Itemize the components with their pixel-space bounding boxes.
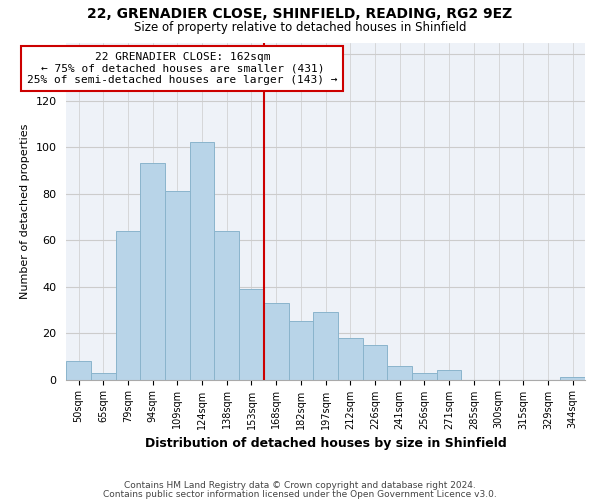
Bar xyxy=(388,366,412,380)
Bar xyxy=(116,231,140,380)
Bar xyxy=(239,289,264,380)
Y-axis label: Number of detached properties: Number of detached properties xyxy=(20,124,30,298)
Bar xyxy=(560,377,585,380)
Bar xyxy=(140,164,165,380)
Bar xyxy=(214,231,239,380)
Text: Contains HM Land Registry data © Crown copyright and database right 2024.: Contains HM Land Registry data © Crown c… xyxy=(124,481,476,490)
Bar xyxy=(264,303,289,380)
Bar xyxy=(66,361,91,380)
Bar xyxy=(412,372,437,380)
Text: Size of property relative to detached houses in Shinfield: Size of property relative to detached ho… xyxy=(134,21,466,34)
Text: Contains public sector information licensed under the Open Government Licence v3: Contains public sector information licen… xyxy=(103,490,497,499)
Bar xyxy=(362,344,388,380)
Bar xyxy=(190,142,214,380)
Bar xyxy=(289,322,313,380)
X-axis label: Distribution of detached houses by size in Shinfield: Distribution of detached houses by size … xyxy=(145,437,506,450)
Text: 22, GRENADIER CLOSE, SHINFIELD, READING, RG2 9EZ: 22, GRENADIER CLOSE, SHINFIELD, READING,… xyxy=(88,8,512,22)
Bar xyxy=(91,372,116,380)
Bar xyxy=(437,370,461,380)
Bar xyxy=(313,312,338,380)
Bar xyxy=(165,192,190,380)
Text: 22 GRENADIER CLOSE: 162sqm
← 75% of detached houses are smaller (431)
25% of sem: 22 GRENADIER CLOSE: 162sqm ← 75% of deta… xyxy=(27,52,338,85)
Bar xyxy=(338,338,362,380)
